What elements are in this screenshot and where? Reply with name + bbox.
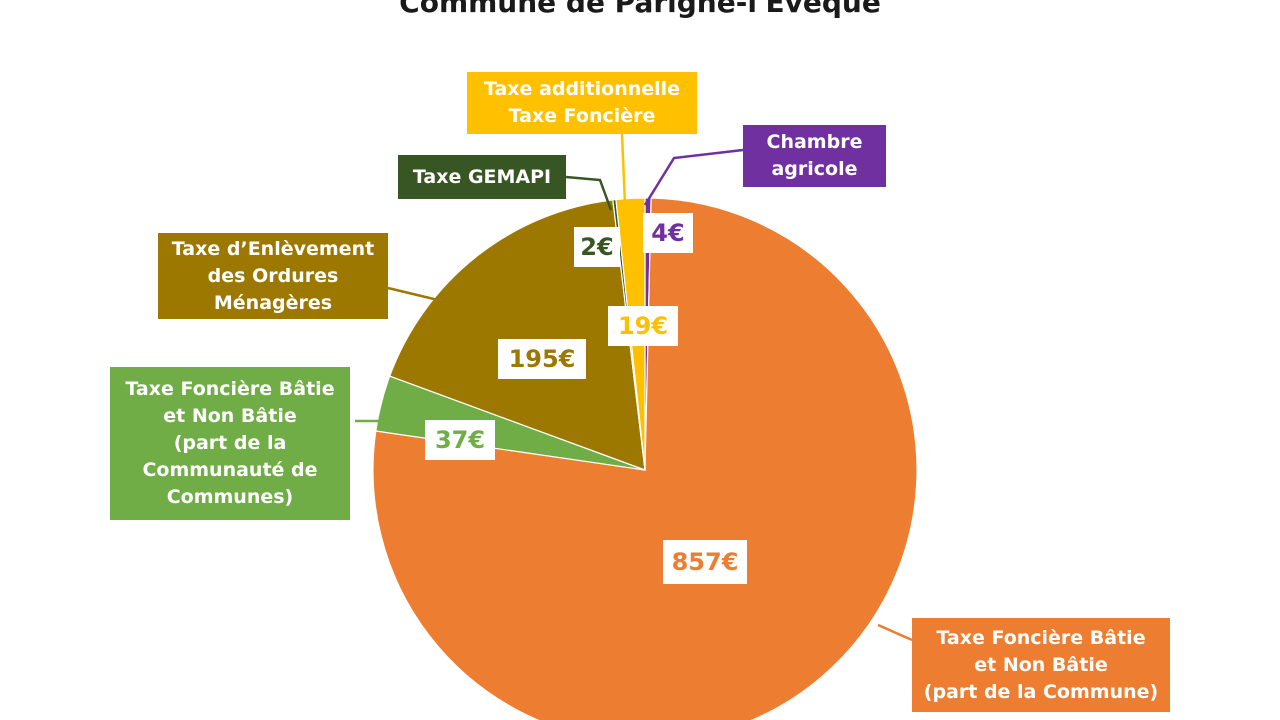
slice-category-label-line: Taxe GEMAPI [412, 165, 552, 188]
slice-value-label: 857€ [663, 540, 747, 584]
slice-category-label: Taxe d’Enlèvement des Ordures Ménagères [158, 233, 388, 319]
chart-title: Commune de Parigné-l'Évêque [399, 0, 881, 19]
slice-category-label: Chambre agricole [743, 125, 886, 187]
slice-category-label-line: (part de la Commune) [923, 680, 1159, 703]
slice-category-label: Taxe GEMAPI [398, 155, 566, 199]
slice-category-label-line: et Non Bâtie [163, 405, 297, 427]
leader-line [565, 175, 613, 211]
slice-category-label-line: Ménagères [213, 291, 333, 314]
slice-category-label-line: agricole [771, 158, 858, 180]
slice-value-label: 37€ [425, 420, 495, 460]
leader-line [387, 286, 439, 302]
slice-category-label-line: Communauté de [142, 459, 318, 481]
leader-line [620, 133, 627, 206]
slice-category-label-line: Chambre [766, 131, 863, 153]
slice-category-label-line: (part de la [173, 432, 287, 454]
slice-category-label-line: Taxe Foncière Bâtie [936, 626, 1146, 649]
slice-value-label: 195€ [498, 339, 586, 379]
slice-category-label-line: Taxe d’Enlèvement [171, 237, 375, 260]
slice-category-label: Taxe Foncière Bâtie et Non Bâtie (part de … [912, 618, 1170, 712]
slice-category-label-line: Communes) [166, 486, 294, 508]
slice-category-label-line: Taxe additionnelle [483, 78, 681, 100]
slice-category-label-line: des Ordures [207, 264, 339, 287]
slice-category-label: Taxe Foncière Bâtie et Non Bâtie (part de … [110, 367, 350, 520]
leader-line [643, 148, 744, 206]
slice-category-label-line: et Non Bâtie [974, 653, 1108, 676]
leader-line [877, 623, 913, 642]
slice-category-label-line: Taxe Foncière Bâtie [125, 378, 335, 400]
pie-slice [372, 197, 918, 720]
pie-slice [388, 199, 646, 471]
slice-category-label: Taxe additionnelle Taxe Foncière [467, 72, 697, 134]
slice-value-label: 2€ [574, 227, 620, 267]
slice-value-label: 4€ [643, 213, 693, 253]
slice-value-label: 19€ [608, 306, 678, 346]
slice-category-label-line: Taxe Foncière [508, 105, 656, 127]
